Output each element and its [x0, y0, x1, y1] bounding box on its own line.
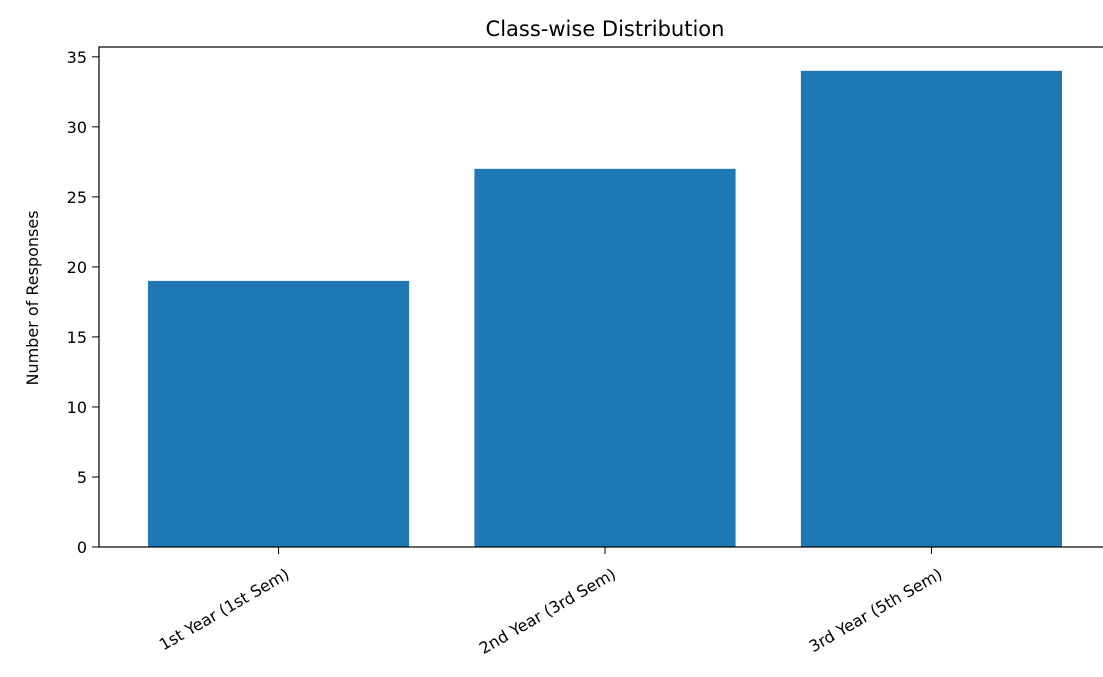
x-ticks-group: 1st Year (1st Sem) 2nd Year (3rd Sem) 3rd … — [156, 547, 946, 658]
bar-2 — [474, 168, 736, 547]
x-tick-label: 1st Year (1st Sem) — [156, 564, 293, 654]
x-tick-label: 3rd Year (5th Sem) — [806, 564, 946, 656]
y-ticks-group: 0 5 10 15 20 25 30 35 — [67, 48, 99, 557]
plot-frame — [98, 46, 1103, 548]
y-tick-label: 10 — [67, 398, 87, 417]
y-tick-label: 20 — [67, 258, 87, 277]
y-tick-label: 15 — [67, 328, 87, 347]
bars-group — [147, 70, 1063, 548]
chart-title: Class-wise Distribution — [486, 17, 725, 41]
y-tick-label: 30 — [67, 118, 87, 137]
bar-3 — [800, 70, 1063, 548]
bar-1 — [147, 280, 410, 547]
y-axis-label: Number of Responses — [23, 210, 42, 385]
y-tick-label: 5 — [77, 468, 87, 487]
y-tick-label: 25 — [67, 188, 87, 207]
y-tick-label: 0 — [77, 538, 87, 557]
y-tick-label: 35 — [67, 48, 87, 67]
x-tick-label: 2nd Year (3rd Sem) — [476, 564, 619, 658]
